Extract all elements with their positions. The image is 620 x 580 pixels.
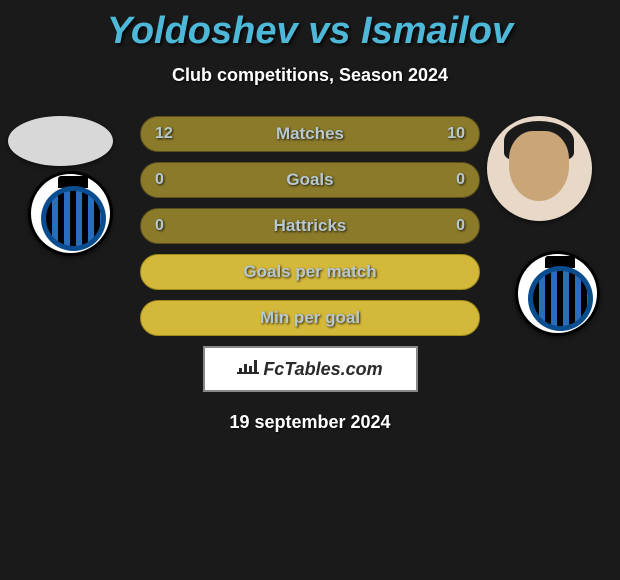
club-stripes <box>46 191 101 246</box>
date-label: 19 september 2024 <box>10 412 610 433</box>
avatar-face <box>509 131 569 201</box>
source-logo: FcTables.com <box>203 346 418 392</box>
club-inner-circle <box>528 266 593 331</box>
stat-bar-matches: 12 Matches 10 <box>140 116 480 152</box>
player-right-avatar <box>487 116 592 221</box>
stat-right-value: 0 <box>456 217 465 235</box>
stat-bar-hattricks: 0 Hattricks 0 <box>140 208 480 244</box>
club-stripes <box>533 271 588 326</box>
stat-left-value: 12 <box>155 125 173 143</box>
stat-right-value: 10 <box>447 125 465 143</box>
stat-right-value: 0 <box>456 171 465 189</box>
stat-bar-min-per-goal: Min per goal <box>140 300 480 336</box>
stat-bars: 12 Matches 10 0 Goals 0 0 Hattricks 0 Go… <box>140 116 480 336</box>
club-badge-left <box>28 171 113 256</box>
stat-left-value: 0 <box>155 217 164 235</box>
stat-label: Hattricks <box>274 216 347 236</box>
content-area: 12 Matches 10 0 Goals 0 0 Hattricks 0 Go… <box>0 116 620 433</box>
stat-label: Matches <box>276 124 344 144</box>
logo-text: FcTables.com <box>263 359 382 380</box>
comparison-subtitle: Club competitions, Season 2024 <box>0 65 620 86</box>
comparison-title: Yoldoshev vs Ismailov <box>0 0 620 53</box>
stat-label: Min per goal <box>260 308 360 328</box>
club-inner-circle <box>41 186 106 251</box>
stat-label: Goals <box>286 170 333 190</box>
chart-icon <box>237 358 259 381</box>
stat-bar-goals-per-match: Goals per match <box>140 254 480 290</box>
stat-bar-goals: 0 Goals 0 <box>140 162 480 198</box>
club-badge-right <box>515 251 600 336</box>
player-left-avatar <box>8 116 113 166</box>
stat-left-value: 0 <box>155 171 164 189</box>
stat-label: Goals per match <box>243 262 376 282</box>
